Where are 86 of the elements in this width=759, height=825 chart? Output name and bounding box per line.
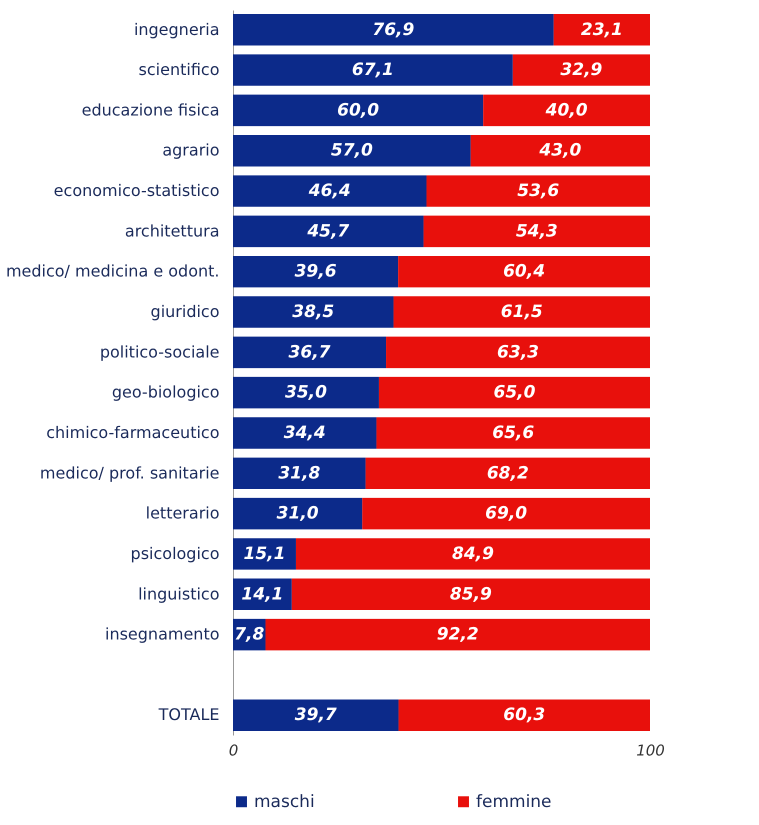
data-label: 43,0 — [538, 140, 582, 161]
data-label: 60,3 — [503, 705, 546, 726]
bar — [233, 256, 398, 288]
data-label: 7,8 — [234, 624, 264, 645]
bar — [470, 135, 650, 166]
bar — [233, 296, 394, 328]
bar — [424, 216, 650, 248]
data-label: 84,9 — [452, 544, 494, 564]
bar — [233, 417, 376, 449]
data-label: 76,9 — [372, 20, 414, 40]
bar — [233, 336, 386, 368]
y-tick-label: psicologico — [130, 544, 220, 563]
bar — [386, 336, 650, 368]
bar — [292, 578, 650, 610]
bar — [233, 498, 362, 530]
bar — [362, 498, 650, 530]
y-tick-label: ingegneria — [134, 20, 220, 39]
data-label: 34,4 — [284, 422, 326, 443]
bar — [296, 538, 650, 570]
data-label: 31,0 — [276, 504, 319, 524]
bar — [233, 700, 399, 731]
data-label: 60,4 — [503, 262, 546, 282]
data-label: 35,0 — [285, 382, 328, 403]
data-label: 68,2 — [486, 463, 529, 484]
bar — [233, 458, 366, 490]
bar — [233, 135, 471, 166]
bar — [512, 54, 650, 86]
y-tick-label: insegnamento — [105, 624, 220, 644]
y-tick-label: chimico-farmaceutico — [46, 422, 220, 442]
data-label: 45,7 — [306, 221, 350, 242]
data-label: 57,0 — [330, 140, 373, 161]
data-label: 60,0 — [337, 100, 380, 120]
bar — [554, 14, 650, 46]
data-label: 67,1 — [352, 60, 394, 80]
data-label: 40,0 — [544, 100, 588, 120]
bar — [366, 458, 650, 490]
bar — [426, 175, 650, 207]
data-label: 31,8 — [278, 463, 320, 484]
data-label: 92,2 — [436, 624, 479, 645]
bar — [398, 256, 650, 288]
y-tick-label: educazione fisica — [82, 100, 220, 120]
y-tick-label: politico-sociale — [100, 342, 220, 362]
y-tick-label: medico/ prof. sanitarie — [40, 463, 220, 482]
data-label: 63,3 — [497, 342, 539, 362]
y-tick-label: agrario — [162, 140, 220, 160]
bar — [398, 700, 650, 731]
bar — [376, 417, 650, 449]
data-label: 38,5 — [292, 302, 334, 322]
data-label: 15,1 — [244, 544, 286, 564]
y-tick-label: scientifico — [138, 60, 220, 80]
legend-label: maschi — [254, 792, 315, 812]
data-label: 39,7 — [294, 705, 337, 726]
data-label: 46,4 — [308, 181, 351, 202]
data-label: 23,1 — [580, 20, 623, 40]
data-label: 14,1 — [241, 584, 284, 604]
y-tick-label: giuridico — [150, 302, 220, 322]
y-tick-label: TOTALE — [158, 705, 220, 724]
data-label: 53,6 — [517, 181, 560, 202]
x-tick-label: 0 — [228, 742, 238, 760]
bar — [483, 94, 650, 126]
legend-label: femmine — [476, 792, 552, 812]
data-label: 54,3 — [516, 221, 558, 242]
data-label: 65,6 — [492, 422, 534, 443]
bar — [233, 175, 426, 207]
data-label: 69,0 — [485, 504, 528, 524]
y-tick-label: geo-biologico — [112, 382, 220, 402]
bar — [266, 618, 650, 650]
y-tick-label: architettura — [124, 221, 220, 240]
y-tick-label: letterario — [146, 504, 220, 523]
y-tick-label: medico/ medicina e odont. — [6, 262, 220, 281]
bar — [394, 296, 650, 328]
bar — [233, 216, 424, 248]
data-label: 39,6 — [294, 262, 337, 282]
bar — [233, 14, 554, 46]
y-tick-label: linguistico — [138, 584, 220, 604]
data-label: 61,5 — [500, 302, 543, 322]
x-tick-label: 100 — [636, 742, 665, 760]
bar — [233, 376, 379, 408]
data-label: 85,9 — [450, 584, 492, 604]
data-label: 65,0 — [494, 382, 536, 403]
data-label: 36,7 — [288, 342, 331, 362]
bar — [233, 54, 513, 86]
y-tick-label: economico-statistico — [54, 181, 220, 200]
data-label: 32,9 — [560, 60, 603, 80]
bar — [233, 94, 484, 126]
bar — [378, 376, 650, 408]
